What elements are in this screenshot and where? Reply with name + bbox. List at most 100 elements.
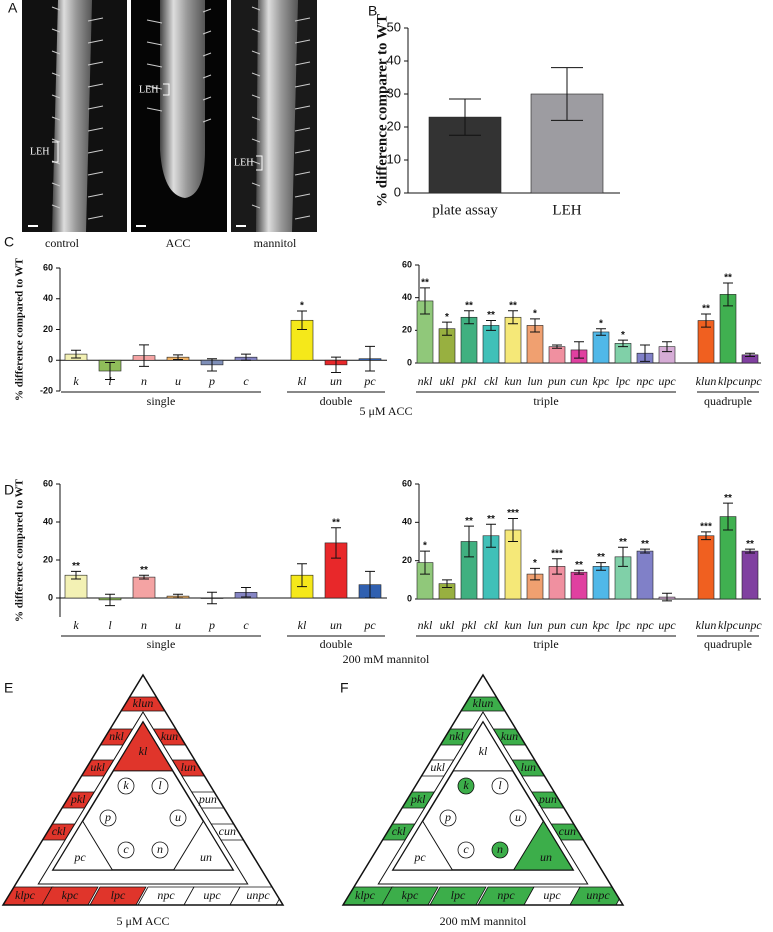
- significance: **: [724, 273, 732, 284]
- x-axis-label: 5 μM ACC: [359, 404, 412, 418]
- significance: **: [465, 516, 473, 527]
- node-label: kl: [139, 744, 148, 758]
- strip-label: nkl: [109, 729, 124, 743]
- x-axis-label: 200 mM mannitol: [343, 652, 430, 666]
- photo-caption: ACC: [166, 236, 191, 250]
- strip-label: ckl: [392, 824, 407, 838]
- significance: **: [140, 565, 148, 576]
- root-hair: [251, 160, 261, 165]
- strip-label: nkl: [449, 729, 464, 743]
- root-hair: [87, 149, 104, 154]
- root-hair: [146, 63, 163, 68]
- root-hair: [251, 204, 261, 209]
- significance: *: [533, 558, 537, 569]
- strip: [183, 886, 241, 905]
- error-bar: [105, 593, 115, 607]
- x-tick-label: c: [243, 374, 249, 388]
- root-hair: [87, 83, 104, 88]
- node-label: k: [463, 778, 469, 792]
- root-hair: [251, 138, 261, 143]
- root-hair: [87, 61, 104, 66]
- y-tick-label: 40: [43, 516, 53, 526]
- bracket: [163, 83, 170, 96]
- strip-label: kpc: [402, 888, 419, 902]
- error-bar: [640, 548, 650, 554]
- panel-label: E: [4, 680, 13, 696]
- error-bar: [552, 344, 562, 349]
- group-label: triple: [533, 394, 558, 408]
- x-tick-label: kl: [298, 618, 307, 632]
- panel-a-photos: [22, 0, 317, 232]
- node-label: k: [123, 778, 129, 792]
- x-tick-label: lpc: [616, 374, 631, 388]
- group-label: single: [147, 637, 176, 651]
- corner: [512, 820, 574, 871]
- x-tick-label: k: [73, 374, 79, 388]
- strip: [381, 886, 439, 905]
- photo-marker: LEH: [234, 157, 253, 168]
- x-tick-label: lun: [527, 618, 542, 632]
- x-tick-label: cun: [570, 618, 587, 632]
- error-bar: [241, 353, 251, 361]
- y-tick-label: -20: [40, 385, 53, 395]
- x-tick-label: pkl: [461, 374, 477, 388]
- x-tick-label: lpc: [616, 618, 631, 632]
- y-tick-label: 50: [387, 19, 401, 34]
- root-hair: [51, 72, 61, 77]
- x-tick-label: kpc: [593, 374, 610, 388]
- node-label: pc: [73, 850, 86, 864]
- strip-label: cun: [559, 824, 576, 838]
- root-hair: [294, 193, 311, 198]
- node-circle: [457, 841, 475, 859]
- significance: **: [724, 493, 732, 504]
- node-circle: [99, 809, 117, 827]
- node-label: un: [200, 850, 212, 864]
- error-bar: [331, 356, 341, 374]
- root-hair: [294, 39, 311, 44]
- x-tick-label: nkl: [418, 374, 433, 388]
- x-tick-label: n: [141, 374, 147, 388]
- x-tick-label: un: [330, 374, 342, 388]
- photo-caption: mannitol: [254, 236, 297, 250]
- x-tick-label: pun: [547, 374, 566, 388]
- root-hair: [146, 107, 163, 112]
- diagram-caption: 5 μM ACC: [116, 914, 169, 928]
- strip-label: pkl: [410, 792, 426, 806]
- significance: ***: [700, 522, 712, 533]
- x-tick-label: lun: [527, 374, 542, 388]
- error-bar: [420, 287, 430, 315]
- panel-label: D: [4, 482, 14, 498]
- error-bar: [530, 318, 540, 333]
- node-label: l: [158, 778, 162, 792]
- corner: [172, 820, 234, 871]
- significance: *: [300, 301, 304, 312]
- root-hair: [251, 72, 261, 77]
- strip: [137, 886, 195, 905]
- strip-label: lpc: [451, 888, 466, 902]
- bar: [482, 325, 500, 364]
- bar: [132, 576, 156, 599]
- strip-label: klun: [133, 696, 154, 710]
- error-bar: [71, 570, 81, 580]
- node-circle: [151, 841, 169, 859]
- x-tick-label: l: [108, 618, 112, 632]
- error-bar: [723, 282, 733, 307]
- error-bar: [530, 567, 540, 581]
- node-label: n: [157, 842, 163, 856]
- root-hair: [294, 61, 311, 66]
- significance: *: [445, 312, 449, 323]
- x-tick-label: c: [243, 618, 249, 632]
- root-hair: [251, 6, 261, 11]
- y-tick-label: 20: [387, 118, 401, 133]
- root-hair: [251, 182, 261, 187]
- significance: **: [487, 514, 495, 525]
- x-tick-label: pc: [363, 618, 376, 632]
- root-hairs: [51, 6, 311, 220]
- group-label: quadruple: [704, 637, 752, 651]
- diagram-caption: 200 mM mannitol: [440, 914, 527, 928]
- group-label: single: [147, 394, 176, 408]
- x-tick-label: kpc: [593, 618, 610, 632]
- bar: [741, 550, 759, 600]
- node-circle: [509, 809, 527, 827]
